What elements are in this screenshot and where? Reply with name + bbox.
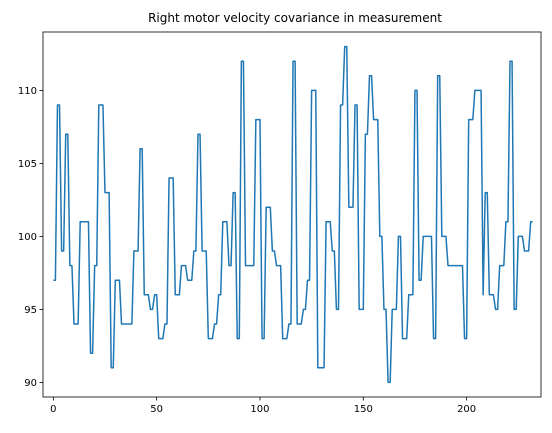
x-tick-label: 150 [354,404,373,415]
y-tick-label: 95 [24,305,37,316]
series-line-0 [53,45,533,384]
y-tick-label: 105 [18,159,37,170]
x-tick-label: 50 [150,404,163,415]
y-tick-label: 100 [18,232,37,243]
y-tick-label: 90 [24,378,37,389]
chart-title: Right motor velocity covariance in measu… [148,11,442,25]
x-tick-label: 200 [457,404,476,415]
plot-frame [42,31,542,398]
axes: 0 50 100 150 200 90 95 100 105 110 [18,31,542,415]
y-tick-label: 110 [18,86,37,97]
x-tick-label: 100 [250,404,269,415]
x-tick-label: 0 [50,404,56,415]
plot-area [53,45,533,384]
